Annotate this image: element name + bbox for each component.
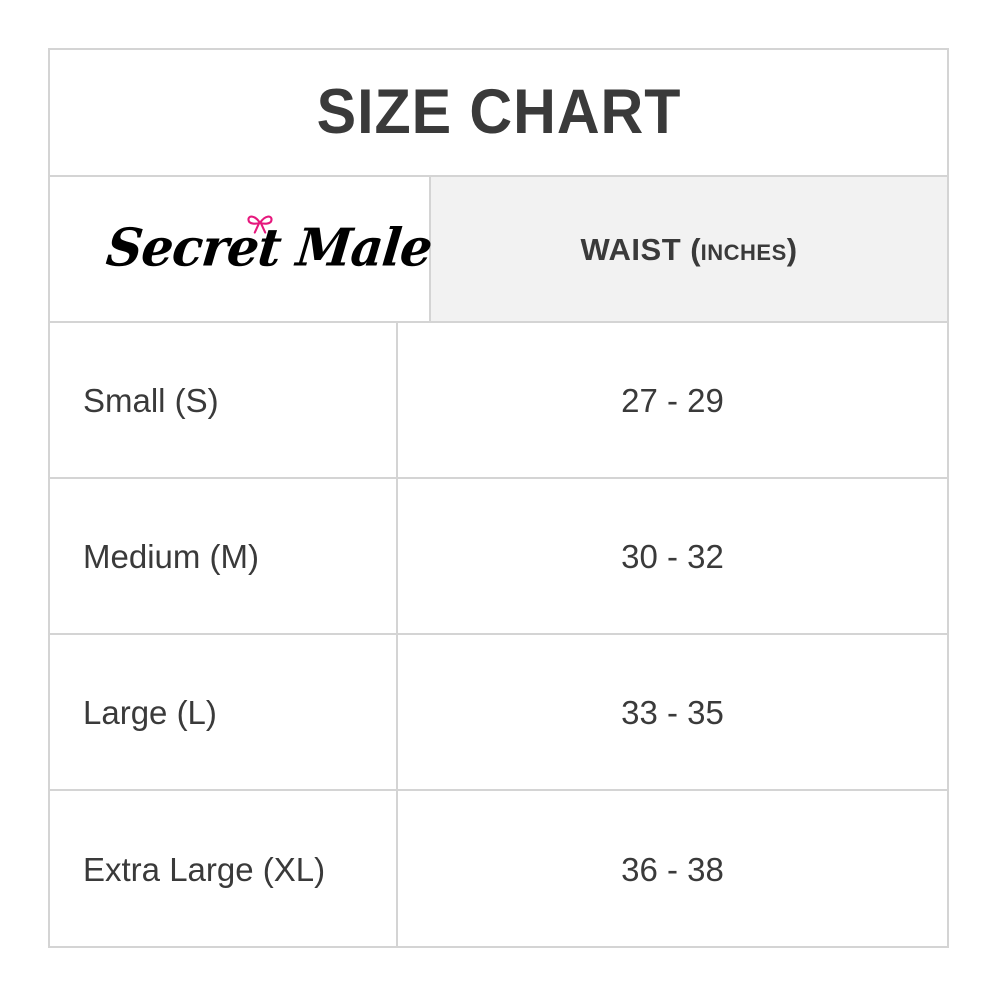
waist-value-cell: 27 - 29 bbox=[398, 323, 947, 477]
waist-header-label: WAIST (INCHES) bbox=[581, 234, 798, 265]
size-name-cell: Extra Large (XL) bbox=[50, 791, 398, 947]
bow-icon bbox=[247, 215, 273, 234]
size-name-label: Medium (M) bbox=[83, 537, 260, 575]
waist-header-unit: INCHES bbox=[700, 239, 787, 265]
brand-logo-cell: Secret Male bbox=[50, 177, 435, 321]
size-name-cell: Large (L) bbox=[50, 635, 398, 789]
waist-value-label: 33 - 35 bbox=[621, 693, 724, 731]
size-chart-table: SIZE CHART Secret Male bbox=[48, 48, 949, 948]
waist-value-label: 36 - 38 bbox=[621, 850, 724, 888]
size-name-label: Large (L) bbox=[83, 693, 217, 731]
waist-header-cell: WAIST (INCHES) bbox=[430, 177, 947, 321]
waist-value-label: 27 - 29 bbox=[621, 381, 724, 419]
size-name-label: Extra Large (XL) bbox=[83, 850, 326, 888]
table-row: Small (S) 27 - 29 bbox=[50, 323, 947, 479]
waist-header-paren-open: ( bbox=[690, 231, 701, 267]
page-title: SIZE CHART bbox=[316, 77, 681, 147]
title-row: SIZE CHART bbox=[50, 50, 947, 177]
brand-logo: Secret Male bbox=[104, 215, 435, 278]
size-name-label: Small (S) bbox=[83, 381, 219, 419]
table-row: Large (L) 33 - 35 bbox=[50, 635, 947, 791]
table-row: Extra Large (XL) 36 - 38 bbox=[50, 791, 947, 947]
size-name-cell: Medium (M) bbox=[50, 479, 398, 633]
waist-value-cell: 33 - 35 bbox=[398, 635, 947, 789]
table-header-row: Secret Male WAIST (INCHES) bbox=[50, 177, 947, 323]
waist-header-measurement: WAIST bbox=[580, 231, 682, 267]
size-name-cell: Small (S) bbox=[50, 323, 398, 477]
waist-value-cell: 30 - 32 bbox=[398, 479, 947, 633]
waist-value-cell: 36 - 38 bbox=[398, 791, 947, 947]
table-row: Medium (M) 30 - 32 bbox=[50, 479, 947, 635]
waist-header-paren-close: ) bbox=[786, 231, 798, 267]
waist-value-label: 30 - 32 bbox=[621, 537, 724, 575]
